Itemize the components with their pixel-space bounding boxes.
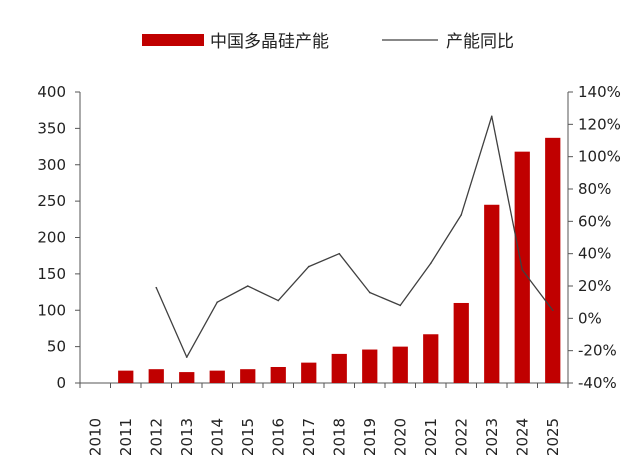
line-point <box>307 265 310 268</box>
left-tick-label: 250 <box>37 192 66 210</box>
right-tick-label: 40% <box>578 245 611 263</box>
x-tick-label: 2023 <box>483 418 501 456</box>
x-tick-label: 2012 <box>147 418 165 456</box>
line-point <box>155 286 158 289</box>
bar <box>423 334 439 383</box>
bar <box>148 369 164 383</box>
left-tick-label: 100 <box>37 301 66 319</box>
right-tick-label: 60% <box>578 212 611 230</box>
bar <box>392 346 408 383</box>
line-point <box>185 356 188 358</box>
line-point <box>521 269 524 271</box>
x-tick-label: 2022 <box>452 418 470 456</box>
line-point <box>216 301 219 303</box>
right-tick-label: 140% <box>578 83 621 101</box>
x-tick-label: 2017 <box>300 418 318 456</box>
line-point <box>368 291 371 294</box>
x-tick-label: 2013 <box>178 418 196 456</box>
left-tick-label: 350 <box>37 119 66 137</box>
bar <box>179 372 195 383</box>
x-tick-label: 2018 <box>330 418 348 456</box>
left-tick-label: 150 <box>37 265 66 283</box>
bar <box>301 362 317 383</box>
left-tick-label: 300 <box>37 156 66 174</box>
legend-label-bar: 中国多晶硅产能 <box>210 32 329 52</box>
x-tick-label: 2021 <box>422 418 440 456</box>
plot-area: 0 50 100 150 200 250 300 350 400 -40% -20% 0% 20% 40%… <box>37 83 621 456</box>
legend: 中国多晶硅产能 产能同比 <box>142 32 514 52</box>
left-tick-label: 0 <box>56 374 66 392</box>
x-tick-label: 2016 <box>269 418 287 456</box>
right-tick-label: 0% <box>578 309 602 327</box>
bar <box>362 349 378 383</box>
line-point <box>429 262 432 265</box>
bar <box>240 369 256 383</box>
line-point <box>338 252 341 255</box>
bar <box>209 370 225 383</box>
left-tick-label: 50 <box>47 338 66 356</box>
right-tick-label: 20% <box>578 277 611 295</box>
right-tick-label: -20% <box>578 342 617 360</box>
bar <box>118 370 134 383</box>
line-point <box>551 309 554 312</box>
line-point <box>277 299 280 302</box>
line-point <box>460 214 463 216</box>
bar <box>453 302 469 383</box>
line-point <box>399 304 402 307</box>
x-tick-label: 2024 <box>513 418 531 456</box>
bar <box>484 204 500 383</box>
x-tick-label: 2020 <box>391 418 409 456</box>
x-tick-label: 2025 <box>544 418 562 456</box>
x-tick-label: 2014 <box>208 418 226 456</box>
left-tick-label: 200 <box>37 229 66 247</box>
x-tick-label: 2010 <box>86 418 104 456</box>
right-tick-label: 120% <box>578 115 621 133</box>
x-tick-label: 2015 <box>239 418 257 456</box>
line-point <box>246 285 249 287</box>
bar <box>270 366 286 383</box>
legend-swatch-bar <box>142 34 204 46</box>
x-tick-label: 2011 <box>117 418 135 456</box>
right-tick-label: 80% <box>578 180 611 198</box>
left-tick-label: 400 <box>37 83 66 101</box>
line-series <box>155 115 554 358</box>
bar <box>331 353 347 383</box>
line-point <box>490 115 493 118</box>
right-tick-label: 100% <box>578 148 621 166</box>
legend-label-line: 产能同比 <box>446 32 514 52</box>
right-tick-label: -40% <box>578 374 617 392</box>
bar <box>545 137 561 383</box>
x-tick-label: 2019 <box>361 418 379 456</box>
